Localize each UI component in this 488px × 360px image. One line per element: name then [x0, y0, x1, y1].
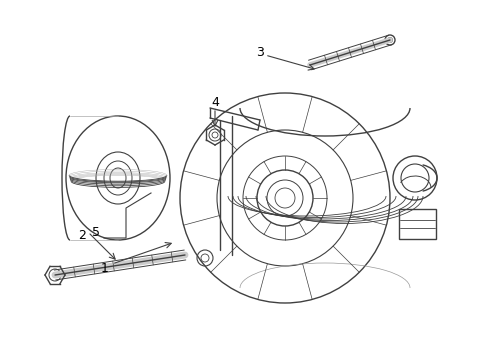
Text: 1: 1 [101, 261, 109, 274]
Text: 3: 3 [256, 45, 264, 59]
Text: 2: 2 [78, 229, 86, 242]
Text: 4: 4 [211, 95, 219, 108]
Text: 5: 5 [92, 225, 100, 239]
